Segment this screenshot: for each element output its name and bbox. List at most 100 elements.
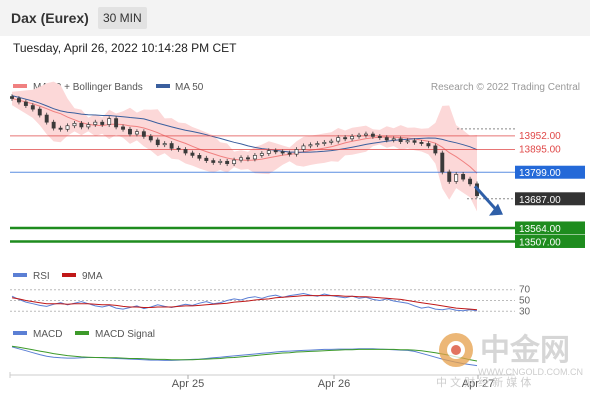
candle	[301, 145, 306, 150]
macd-legend-swatch	[13, 331, 27, 335]
macd-legend-label: MACD	[33, 329, 62, 340]
watermark-subtitle: 中 文 财 经 新 媒 体	[436, 375, 531, 389]
candle	[391, 138, 396, 141]
candle	[419, 141, 424, 144]
rsi-level-label: 50	[519, 296, 531, 307]
candle	[114, 118, 119, 128]
candle	[343, 137, 348, 140]
candle	[183, 149, 188, 154]
ma50-legend-swatch	[156, 84, 170, 88]
candle	[384, 137, 389, 141]
candle	[398, 138, 403, 142]
candle	[426, 143, 431, 147]
candle	[58, 127, 63, 130]
forecast-arrow-shaft	[473, 185, 499, 212]
candle	[287, 152, 292, 155]
candle	[211, 160, 216, 163]
candle	[93, 121, 98, 125]
candle	[246, 157, 250, 160]
candle	[232, 159, 237, 165]
rsi-line	[11, 292, 478, 312]
support-level-label: 13564.00	[519, 224, 561, 235]
target-level-label: 13687.00	[519, 195, 561, 206]
candle	[204, 157, 209, 161]
candle	[322, 141, 327, 144]
candle	[225, 160, 230, 165]
candle	[252, 155, 257, 160]
candle	[10, 96, 14, 99]
candle	[37, 108, 42, 116]
current-level-tag	[515, 165, 585, 179]
chart-header: Dax (Eurex) 30 MIN	[0, 0, 590, 36]
support-level-tag	[515, 234, 585, 248]
candle	[468, 178, 473, 185]
candle	[329, 140, 334, 143]
target-level-tag	[515, 192, 585, 206]
candle	[16, 98, 21, 103]
candle	[294, 149, 299, 155]
resistance-level-label: 13952.00	[519, 131, 561, 142]
candle	[72, 123, 77, 127]
candle	[190, 152, 195, 156]
rsi-legend-swatch	[13, 273, 27, 277]
watermark-brand: 中金网	[480, 333, 570, 367]
candle	[141, 131, 146, 137]
candle	[197, 155, 202, 159]
candle	[308, 144, 313, 147]
timestamp: Tuesday, April 26, 2022 10:14:28 PM CET	[13, 41, 237, 55]
candle	[273, 150, 278, 153]
candle	[100, 121, 105, 125]
rsi-level-label: 30	[519, 306, 531, 317]
support-level-label: 13507.00	[519, 237, 561, 248]
candle	[239, 157, 243, 161]
candle	[364, 133, 368, 136]
watermark-url: WWW.CNGOLD.COM.CN	[478, 367, 583, 377]
candle	[218, 160, 223, 163]
candle	[79, 123, 84, 128]
candle	[454, 174, 459, 182]
candle	[86, 124, 91, 128]
candle	[121, 126, 125, 130]
candle	[370, 133, 375, 137]
candle	[23, 101, 28, 106]
candle	[30, 105, 35, 110]
rsi-legend-label: RSI	[33, 271, 50, 282]
candle	[128, 128, 132, 135]
candle	[155, 139, 160, 146]
x-tick-label: Apr 26	[318, 378, 350, 390]
x-tick-label: Apr 27	[462, 378, 494, 390]
candle	[107, 118, 112, 125]
forecast-arrow-head	[489, 203, 503, 216]
instrument-title: Dax (Eurex)	[11, 10, 89, 26]
ma20-legend-swatch	[13, 84, 27, 88]
candle	[377, 136, 382, 138]
timeframe-button[interactable]: 30 MIN	[98, 7, 147, 29]
candle	[433, 145, 438, 154]
ma50-legend-label: MA 50	[175, 82, 204, 93]
candle	[162, 143, 167, 146]
candle	[44, 114, 49, 123]
candle	[176, 147, 181, 150]
candle	[134, 131, 139, 135]
rsi-level-label: 70	[519, 285, 531, 296]
candle	[65, 125, 70, 130]
candle	[440, 152, 445, 173]
x-tick-label: Apr 25	[172, 378, 204, 390]
resistance-level-label: 13895.00	[519, 144, 561, 155]
candle	[266, 150, 271, 154]
bollinger-band	[12, 81, 477, 212]
support-level-tag	[515, 221, 585, 235]
candle	[280, 151, 285, 154]
candle	[259, 153, 264, 156]
candle	[336, 137, 341, 142]
rsi-ma-legend-label: 9MA	[82, 271, 103, 282]
watermark-logo-core	[451, 345, 461, 355]
macd-signal-legend-swatch	[75, 331, 89, 335]
rsi-ma-legend-swatch	[62, 273, 76, 277]
candle	[169, 143, 174, 149]
macd-signal-legend-label: MACD Signal	[95, 329, 155, 340]
chart-area: MA 20 + Bollinger Bands MA 50 Research © 2…	[9, 81, 585, 390]
credit-label: Research © 2022 Trading Central	[431, 82, 580, 93]
candle	[315, 143, 320, 146]
macd-signal-line	[11, 345, 478, 362]
